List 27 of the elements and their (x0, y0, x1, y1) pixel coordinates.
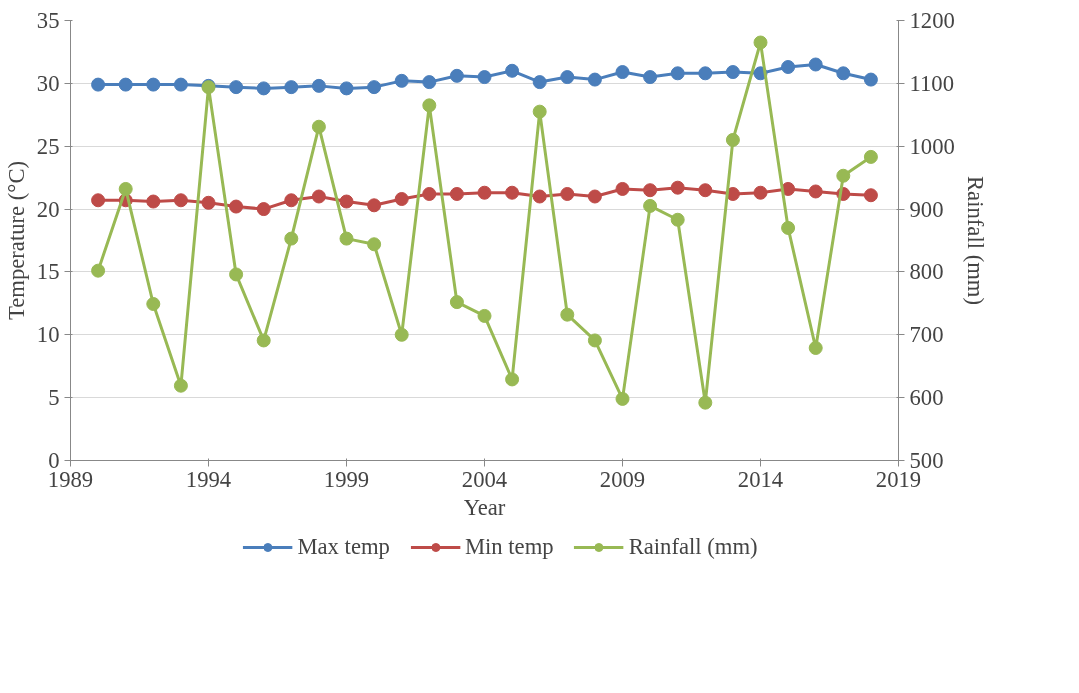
y2-tick-label: 1100 (909, 70, 954, 96)
y2-tick-label: 700 (909, 322, 944, 348)
y2-tick-label: 900 (909, 196, 944, 222)
y2-tick-label: 600 (909, 385, 944, 411)
legend-label: Rainfall (mm) (628, 534, 758, 560)
y-tick-label: 25 (36, 133, 60, 159)
y-tick-label: 20 (36, 196, 60, 222)
legend-label: Min temp (464, 534, 554, 560)
y2-axis-title: Rainfall (mm) (962, 176, 988, 305)
legend-label: Max temp (297, 534, 390, 560)
x-tick-label: 1994 (185, 466, 232, 492)
y2-tick-label: 800 (909, 259, 944, 285)
x-tick-label: 2004 (461, 466, 508, 492)
y-tick-label: 10 (36, 322, 60, 348)
y-axis-title: Temperature (°C) (3, 160, 29, 321)
x-tick-label: 2009 (599, 466, 646, 492)
y-tick-label: 0 (48, 448, 60, 473)
y2-tick-label: 1200 (909, 8, 955, 33)
y2-tick-label: 1000 (909, 133, 955, 159)
y-tick-label: 30 (36, 70, 60, 96)
y2-tick-label: 500 (909, 448, 944, 473)
x-tick-label: 2014 (737, 466, 784, 492)
x-tick-label: 1999 (323, 466, 370, 492)
y-tick-label: 5 (48, 385, 60, 411)
y-tick-label: 15 (36, 259, 60, 285)
x-axis-title: Year (463, 494, 506, 520)
y-tick-label: 35 (36, 8, 60, 33)
